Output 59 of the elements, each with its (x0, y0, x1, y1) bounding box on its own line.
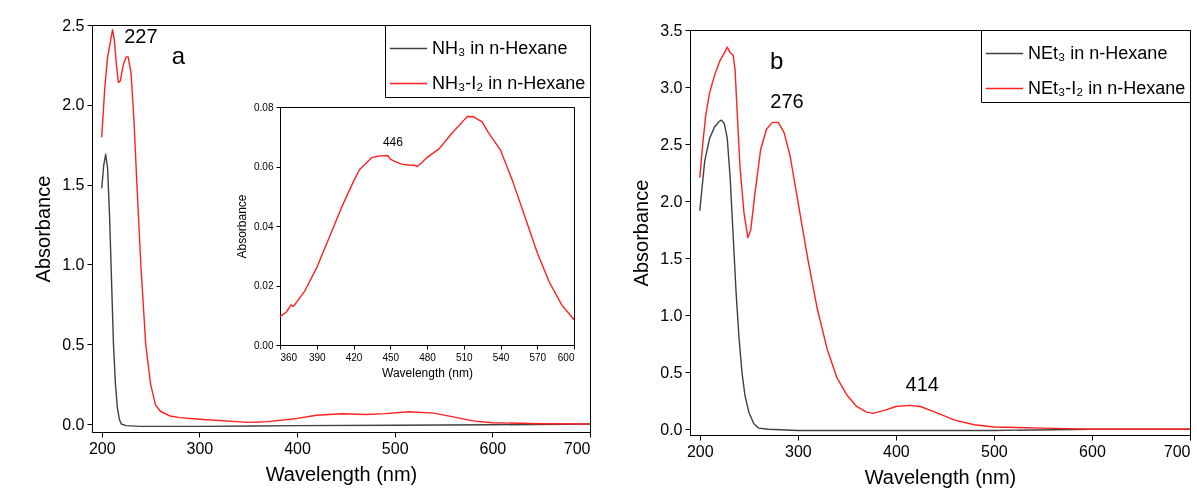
line-series (699, 46, 1190, 430)
legend-label: NH₃-I₂ in n-Hexane (432, 72, 586, 93)
x-tick-label: 450 (382, 351, 400, 363)
legend-label: NEt₃-I₂ in n-Hexane (1028, 77, 1186, 98)
y-tick-label: 0.0 (62, 415, 85, 433)
y-tick-label: 0.0 (660, 420, 683, 438)
y-tick-label: 0.02 (254, 280, 274, 291)
y-tick-label: 3.5 (660, 21, 683, 39)
y-tick-label: 0.5 (62, 335, 85, 353)
x-tick-label: 360 (280, 351, 298, 363)
annotation: 276 (770, 90, 804, 113)
y-axis-title: Absorbance (32, 175, 55, 283)
line-series (280, 115, 574, 321)
x-axis-title: Wavelength (nm) (265, 462, 418, 485)
y-tick-label: 2.0 (660, 192, 683, 210)
y-tick-label: 0.06 (254, 161, 274, 172)
y-tick-label: 1.0 (660, 306, 683, 324)
x-tick-label: 200 (686, 442, 714, 460)
x-tick-label: 700 (1163, 442, 1191, 460)
y-tick-label: 2.5 (62, 16, 85, 34)
x-tick-label: 300 (784, 442, 812, 460)
annotation: 414 (905, 373, 939, 396)
y-tick-label: 2.5 (660, 135, 683, 153)
legend-label: NH₃ in n-Hexane (432, 37, 568, 58)
line-series (101, 29, 590, 425)
y-tick-label: 2.0 (62, 96, 85, 114)
y-tick-label: 1.5 (62, 176, 85, 194)
x-tick-label: 420 (345, 351, 363, 363)
x-tick-label: 570 (529, 351, 547, 363)
annotation: a (171, 42, 186, 70)
y-tick-label: 0.5 (660, 363, 683, 381)
legend-label: NEt₃ in n-Hexane (1028, 42, 1168, 63)
x-tick-label: 540 (492, 351, 510, 363)
x-tick-label: 600 (479, 439, 507, 457)
x-tick-label: 300 (186, 439, 214, 457)
y-tick-label: 0.00 (254, 339, 274, 351)
y-tick-label: 0.04 (254, 220, 274, 232)
x-tick-label: 390 (308, 351, 327, 363)
y-tick-label: 3.0 (660, 78, 683, 96)
y-tick-label: 1.0 (62, 255, 85, 273)
y-tick-label: 1.5 (660, 249, 683, 267)
annotation: 446 (382, 135, 404, 150)
annotation: b (770, 47, 784, 75)
x-tick-label: 480 (419, 351, 437, 363)
x-tick-label: 500 (981, 442, 1008, 460)
x-tick-label: 600 (557, 351, 575, 363)
annotation: 227 (124, 24, 158, 47)
x-tick-label: 200 (88, 439, 116, 457)
y-tick-label: 0.08 (254, 101, 274, 113)
x-tick-label: 700 (563, 439, 591, 457)
x-tick-label: 400 (883, 442, 910, 460)
x-axis-title: Wavelength (nm) (864, 465, 1017, 488)
y-axis-title: Absorbance (235, 194, 250, 259)
x-tick-label: 400 (284, 439, 311, 457)
x-tick-label: 510 (455, 351, 474, 363)
y-axis-title: Absorbance (630, 179, 653, 287)
x-tick-label: 600 (1079, 442, 1106, 460)
x-tick-label: 500 (381, 439, 409, 457)
x-axis-title: Wavelength (nm) (382, 365, 473, 380)
